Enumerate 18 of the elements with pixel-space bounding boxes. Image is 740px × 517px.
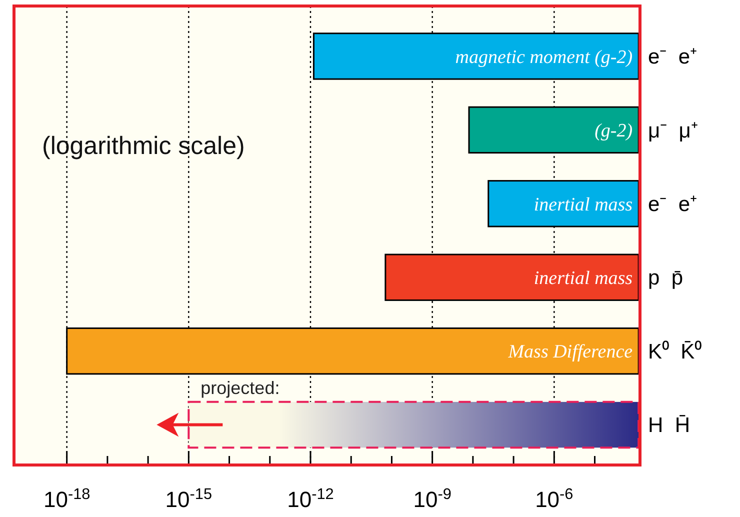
- y-tick-label: K⁰ K̄⁰: [648, 340, 702, 364]
- data-label: inertial mass: [534, 268, 633, 290]
- annotation: projected:: [200, 378, 280, 398]
- y-tick-label: e⁻ e⁺: [648, 192, 698, 216]
- y-tick-label: μ⁻ μ⁺: [648, 119, 698, 142]
- y-tick-label: p p̄: [648, 266, 684, 290]
- x-tick-label: 10$^{-15}$: [165, 486, 212, 512]
- y-tick-label: e⁻ e⁺: [648, 46, 698, 69]
- y-tick-label: H H̄: [648, 414, 690, 438]
- annotation: (logarithmic scale): [42, 132, 245, 160]
- x-tick-label: 10$^{-6}$: [535, 486, 574, 512]
- data-label: magnetic moment (g-2): [455, 46, 633, 68]
- x-tick-label: 10$^{-9}$: [413, 486, 452, 512]
- x-tick-label: 10$^{-12}$: [287, 486, 334, 512]
- x-tick-label: 10$^{-18}$: [43, 486, 90, 512]
- data-label: (g-2): [594, 120, 633, 142]
- data-label: Mass Difference: [507, 342, 633, 363]
- data-label: inertial mass: [534, 194, 633, 216]
